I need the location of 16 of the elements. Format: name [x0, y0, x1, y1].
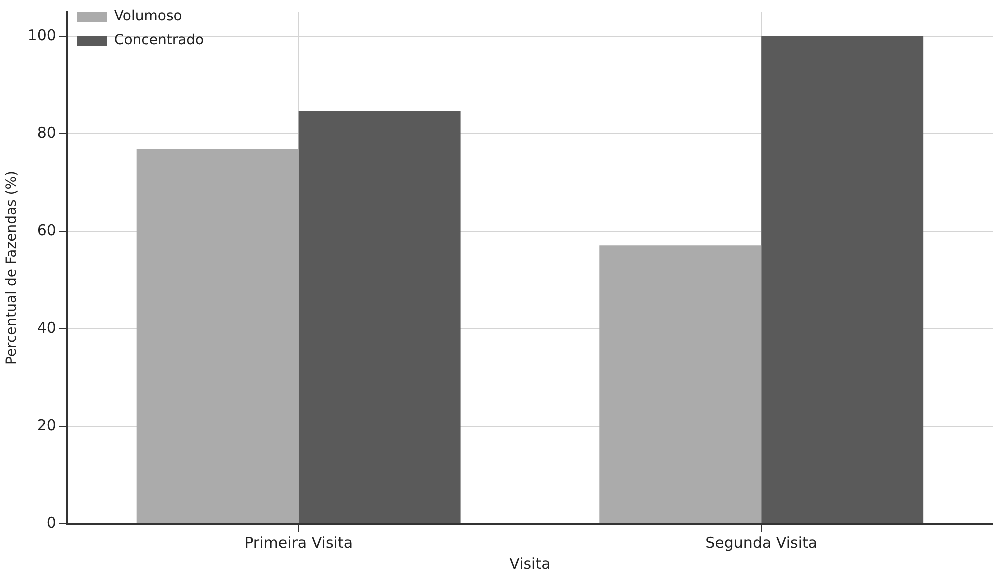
x-tick-label: Segunda Visita — [706, 534, 818, 552]
y-tick-label: 40 — [37, 318, 56, 337]
legend-label: Concentrado — [114, 32, 204, 49]
bar — [600, 246, 762, 524]
bar — [298, 111, 461, 524]
y-tick-label: 20 — [37, 416, 56, 434]
y-tick-label: 0 — [46, 514, 56, 532]
bar — [136, 149, 299, 524]
y-axis-title: Percentual de Fazendas (%) — [4, 170, 20, 366]
legend-label: Volumoso — [114, 8, 182, 25]
bar — [762, 36, 924, 524]
x-axis-title: Visita — [510, 554, 551, 573]
y-tick-label: 60 — [37, 221, 56, 240]
y-tick-label: 100 — [28, 26, 56, 44]
x-tick-label: Primeira Visita — [244, 534, 354, 552]
y-tick-label: 80 — [37, 124, 56, 142]
